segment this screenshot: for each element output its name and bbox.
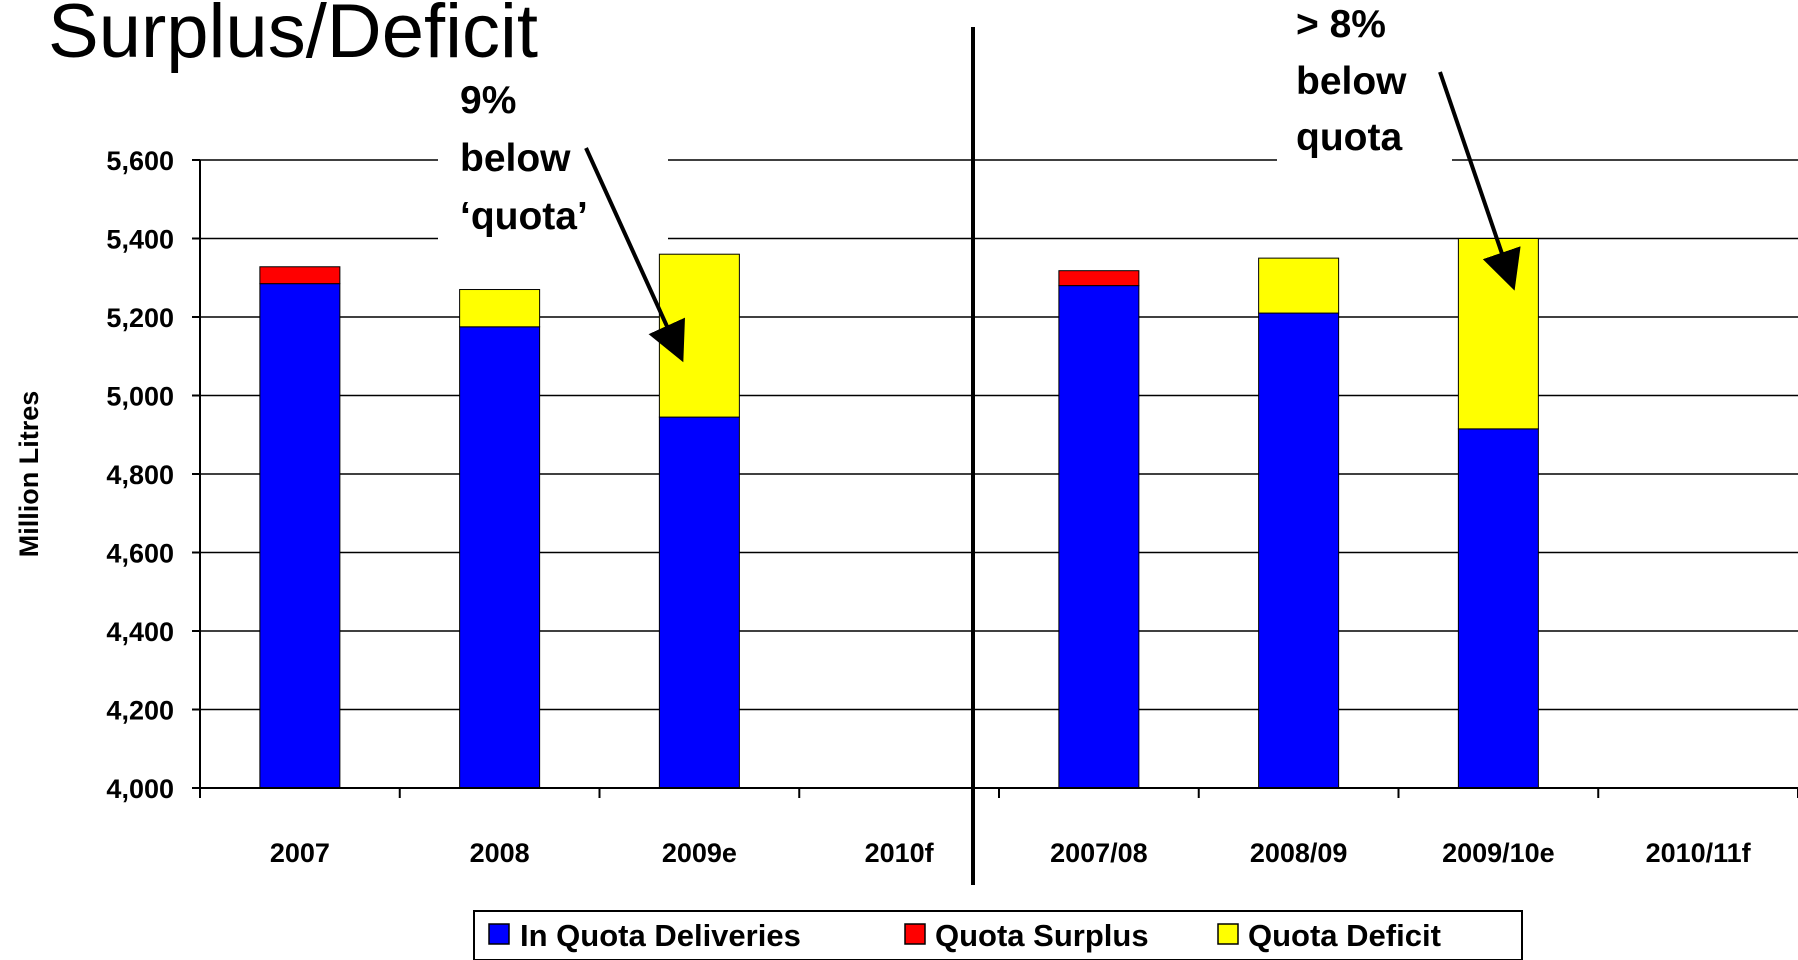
y-tick-label: 5,000	[106, 382, 174, 412]
annotation-2009-10e-line-1: > 8%	[1296, 3, 1386, 46]
x-tick-labels: 2007 2008 2009e 2010f 2007/08 2008/09 2009/10e…	[199, 788, 1798, 868]
legend-swatch-quota-surplus	[904, 923, 926, 945]
annotation-2009-10e: > 8% below quota	[1277, 0, 1521, 291]
bar-in-quota-deliveries-200809	[1258, 312, 1340, 789]
y-tick-labels: 4,000 4,200 4,400 4,600 4,800 5,000 5,200 5,400…	[106, 146, 200, 804]
x-tick-label: 2008	[470, 838, 530, 868]
bar-in-quota-deliveries-2009e	[658, 416, 740, 789]
bar-quota-deficit-200809	[1258, 257, 1340, 314]
annotation-2009-10e-line-2: below	[1296, 60, 1407, 103]
y-axis-label: Million Litres	[14, 391, 44, 558]
legend-label-quota-deficit: Quota Deficit	[1248, 918, 1441, 953]
bars	[259, 238, 1539, 789]
legend-box	[473, 910, 1523, 960]
bar-quota-surplus-2007	[259, 266, 341, 285]
annotation-2009-10e-background	[1277, 0, 1452, 165]
chart-title: Surplus/Deficit	[48, 0, 538, 74]
annotation-2009e-background	[438, 75, 668, 250]
legend-label-quota-surplus: Quota Surplus	[935, 918, 1149, 953]
x-tick-label: 2007/08	[1050, 838, 1148, 868]
x-tick-label: 2010/11f	[1646, 838, 1752, 868]
x-tick-label: 2008/09	[1250, 838, 1348, 868]
bar-in-quota-deliveries-2007	[259, 283, 341, 789]
annotation-2009-10e-line-3: quota	[1296, 116, 1402, 159]
y-tick-label: 4,200	[106, 696, 174, 726]
annotation-2009e-line-2: below	[460, 137, 571, 180]
x-tick-label: 2009/10e	[1442, 838, 1555, 868]
bar-quota-deficit-200910e	[1457, 238, 1539, 430]
legend: In Quota Deliveries Quota Surplus Quota …	[473, 910, 1523, 960]
y-tick-label: 5,600	[106, 146, 174, 176]
bar-quota-deficit-2008	[459, 289, 541, 328]
annotation-2009-10e-arrow	[1438, 71, 1521, 291]
y-tick-label: 4,000	[106, 774, 174, 804]
legend-label-in-quota-deliveries: In Quota Deliveries	[520, 918, 801, 953]
x-tick-label: 2010f	[865, 838, 935, 868]
y-tick-label: 4,800	[106, 460, 174, 490]
annotation-2009e-line-3: ‘quota’	[460, 195, 588, 238]
y-tick-label: 4,600	[106, 539, 174, 569]
annotation-2009e-arrow	[584, 147, 685, 363]
legend-swatch-quota-deficit	[1217, 923, 1239, 945]
y-tick-label: 5,200	[106, 303, 174, 333]
annotation-2009e: 9% below ‘quota’	[438, 75, 685, 363]
legend-swatch-in-quota-deliveries	[488, 923, 510, 945]
bar-in-quota-deliveries-2008	[459, 326, 541, 789]
bar-in-quota-deliveries-200910e	[1457, 428, 1539, 789]
x-tick-label: 2009e	[662, 838, 737, 868]
bar-quota-surplus-200708	[1058, 270, 1140, 287]
y-tick-label: 5,400	[106, 225, 174, 255]
x-tick-label: 2007	[270, 838, 330, 868]
annotation-2009e-line-1: 9%	[460, 79, 516, 122]
bar-in-quota-deliveries-200708	[1058, 285, 1140, 789]
y-tick-label: 4,400	[106, 617, 174, 647]
